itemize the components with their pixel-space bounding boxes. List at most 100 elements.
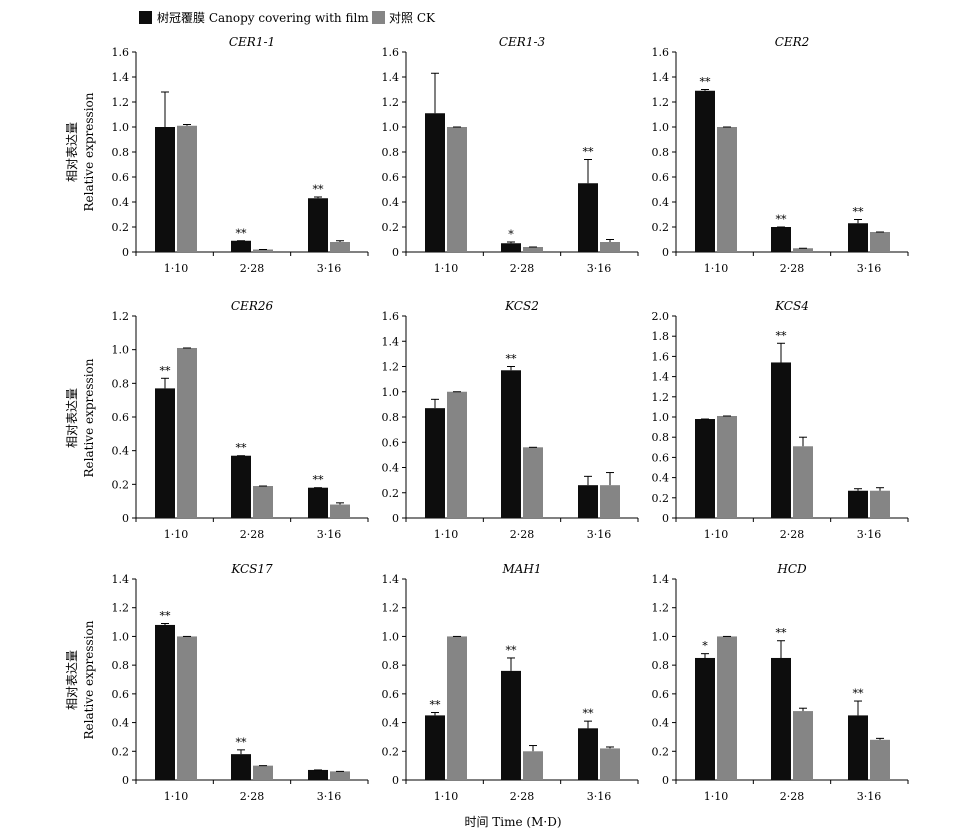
bar-film <box>231 240 251 252</box>
panel-title: CER1-1 <box>229 35 275 49</box>
panel-hcd: HCD 0 0.2 0.4 0.6 0.8 1.0 1.2 1.4 1·10 * 2·28 ** 3·16… <box>652 562 909 803</box>
y-tick-label: 1.2 <box>652 96 670 109</box>
y-tick-label: 0.2 <box>112 478 130 491</box>
y-tick-label: 0.6 <box>382 436 400 449</box>
bar-film <box>501 370 521 518</box>
x-tick-label: 1·10 <box>704 262 729 275</box>
panel-kcs2: KCS2 0 0.2 0.4 0.6 0.8 1.0 1.2 1.4 1.6 1·10 2·28 ** 3… <box>382 299 639 541</box>
panel-title: KCS4 <box>774 299 809 313</box>
y-tick-label: 0.4 <box>382 717 400 730</box>
y-tick-label: 1.0 <box>652 411 670 424</box>
significance-marker: ** <box>583 146 595 159</box>
bar-ck <box>253 765 273 780</box>
bar-ck <box>447 391 467 518</box>
y-tick-label: 0.8 <box>652 659 670 672</box>
y-tick-label: 1.0 <box>382 386 400 399</box>
bar-ck <box>717 415 737 518</box>
bar-ck <box>177 347 197 518</box>
x-tick-label: 3·16 <box>587 262 612 275</box>
y-tick-label: 0.6 <box>112 171 130 184</box>
y-axis-label-en: Relative expression <box>82 92 96 211</box>
y-tick-label: 1.2 <box>382 96 400 109</box>
bar-ck <box>523 447 543 518</box>
bar-film <box>231 754 251 780</box>
bar-film <box>578 728 598 780</box>
bar-ck <box>523 247 543 252</box>
bar-film <box>695 657 715 780</box>
y-tick-label: 1.6 <box>382 310 400 323</box>
x-tick-label: 3·16 <box>587 528 612 541</box>
x-tick-label: 2·28 <box>780 790 805 803</box>
y-tick-label: 1.0 <box>652 630 670 643</box>
bar-ck <box>330 771 350 780</box>
y-tick-label: 1.8 <box>652 330 670 343</box>
x-tick-label: 1·10 <box>434 790 459 803</box>
y-tick-label: 1.4 <box>382 335 400 348</box>
y-tick-label: 0.8 <box>112 659 130 672</box>
significance-marker: * <box>702 640 708 653</box>
significance-marker: ** <box>506 644 518 657</box>
legend-ck-label: 对照 CK <box>389 11 436 25</box>
bar-film <box>771 362 791 518</box>
y-tick-label: 1.2 <box>382 361 400 374</box>
bar-ck <box>717 636 737 780</box>
significance-marker: ** <box>853 206 865 219</box>
x-tick-label: 2·28 <box>240 262 265 275</box>
y-tick-label: 0.6 <box>112 688 130 701</box>
y-tick-label: 0.2 <box>382 745 400 758</box>
bar-film <box>425 113 445 252</box>
significance-marker: ** <box>776 213 788 226</box>
y-tick-label: 0 <box>392 512 399 525</box>
x-tick-label: 3·16 <box>857 528 882 541</box>
x-tick-label: 3·16 <box>317 528 342 541</box>
bar-film <box>695 90 715 252</box>
panel-title: CER1-3 <box>499 35 546 49</box>
y-tick-label: 1.6 <box>112 46 130 59</box>
significance-marker: ** <box>583 707 595 720</box>
bar-film <box>425 715 445 780</box>
significance-marker: ** <box>506 353 518 366</box>
y-tick-label: 0.6 <box>652 688 670 701</box>
x-tick-label: 1·10 <box>704 790 729 803</box>
bar-ck <box>253 486 273 518</box>
y-tick-label: 0.4 <box>382 462 400 475</box>
y-tick-label: 0.6 <box>652 451 670 464</box>
panel-cer1-3: CER1-3 0 0.2 0.4 0.6 0.8 1.0 1.2 1.4 1.6 1·10 2·28 *… <box>382 35 639 275</box>
y-axis-label-row2: 相对表达量 Relative expression <box>65 358 96 477</box>
y-tick-label: 0 <box>122 246 129 259</box>
panel-kcs17: KCS17 0 0.2 0.4 0.6 0.8 1.0 1.2 1.4 1·10 ** 2·28 ** 3… <box>112 562 369 803</box>
legend-ck-swatch <box>372 11 385 24</box>
bar-film <box>771 227 791 252</box>
bar-film <box>578 183 598 252</box>
panel-cer1-1: CER1-1 0 0.2 0.4 0.6 0.8 1.0 1.2 1.4 1.6 1·10 2·28 *… <box>112 35 369 275</box>
y-tick-label: 0.2 <box>382 221 400 234</box>
y-tick-label: 0.2 <box>652 492 670 505</box>
bar-film <box>695 419 715 518</box>
bar-ck <box>330 504 350 518</box>
panel-cer2: CER2 0 0.2 0.4 0.6 0.8 1.0 1.2 1.4 1.6 1·10 ** 2·28 *… <box>652 35 909 275</box>
bar-ck <box>717 127 737 252</box>
bar-ck <box>600 242 620 252</box>
significance-marker: ** <box>313 474 325 487</box>
x-tick-label: 1·10 <box>164 528 189 541</box>
y-tick-label: 0.4 <box>652 472 670 485</box>
significance-marker: ** <box>313 183 325 196</box>
y-tick-label: 1.6 <box>652 46 670 59</box>
significance-marker: ** <box>853 687 865 700</box>
y-tick-label: 0.2 <box>112 221 130 234</box>
y-tick-label: 1.2 <box>652 391 670 404</box>
significance-marker: ** <box>700 76 712 89</box>
y-axis-label-cn: 相对表达量 <box>65 388 79 448</box>
bar-ck <box>177 125 197 252</box>
y-axis-label-row3: 相对表达量 Relative expression <box>65 620 96 739</box>
y-tick-label: 0.4 <box>652 717 670 730</box>
panel-kcs4: KCS4 0 0.2 0.4 0.6 0.8 1.0 1.2 1.4 1.6 1.8 2.0 1·10 2… <box>652 299 909 541</box>
significance-marker: * <box>508 228 514 241</box>
x-tick-label: 1·10 <box>164 790 189 803</box>
significance-marker: ** <box>236 736 248 749</box>
panel-title: CER2 <box>775 35 810 49</box>
bar-film <box>501 670 521 780</box>
bar-film <box>425 408 445 518</box>
bar-ck <box>447 127 467 252</box>
y-tick-label: 0.6 <box>652 171 670 184</box>
